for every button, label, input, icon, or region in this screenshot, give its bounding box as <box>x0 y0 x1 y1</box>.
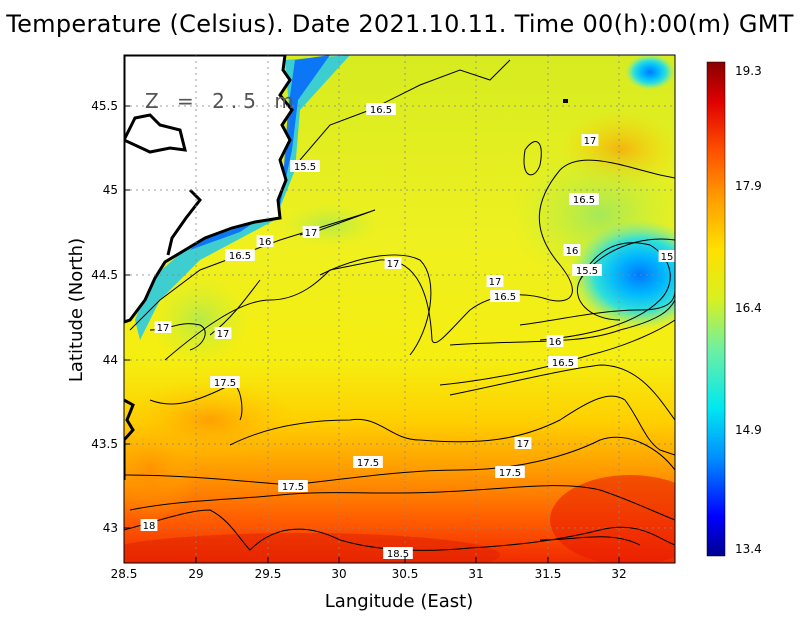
figure-title: Temperature (Celsius). Date 2021.10.11. … <box>6 10 794 38</box>
contour-label-bg <box>366 103 396 115</box>
contour-label: 16.5 <box>552 358 574 369</box>
colorbar-tick-label: 16.4 <box>735 301 762 315</box>
contour-label-bg <box>486 275 504 287</box>
contour-label: 17.5 <box>499 468 521 479</box>
contour-label: 15.5 <box>294 162 316 173</box>
contour-label-bg <box>383 547 413 559</box>
x-tick-label: 30.5 <box>392 567 419 581</box>
colorbar-tick-label: 14.9 <box>735 423 762 437</box>
contour-label: 18.5 <box>387 549 409 560</box>
contour-label-bg <box>569 193 599 205</box>
contour-label-bg <box>210 376 240 388</box>
y-tick-label: 45.5 <box>91 99 118 113</box>
contour-label-bg <box>353 456 383 468</box>
contour-label-bg <box>290 160 320 172</box>
colorbar <box>706 61 726 557</box>
contour-label-bg <box>495 466 525 478</box>
contour-label-bg <box>563 244 581 256</box>
x-tick-label: 29 <box>188 567 203 581</box>
contour-label-bg <box>302 226 320 238</box>
y-tick-label: 44 <box>103 353 118 367</box>
x-tick-marks <box>195 557 620 563</box>
temperature-field <box>124 55 675 563</box>
x-axis-label: Langitude (East) <box>325 591 473 612</box>
colorbar-tick-label: 17.9 <box>735 179 762 193</box>
contour-label: 17.5 <box>282 482 304 493</box>
depth-label: Z = 2.5 m <box>145 89 300 113</box>
x-tick-label: 29.5 <box>255 567 282 581</box>
contour-label: 17 <box>305 228 318 239</box>
contour-label: 17 <box>517 439 530 450</box>
contour-label: 16.5 <box>494 292 516 303</box>
contour-label-bg <box>214 327 232 339</box>
contour-label: 17 <box>584 136 597 147</box>
contour-label-bg <box>140 519 158 531</box>
y-axis-label: Latitude (North) <box>66 238 87 382</box>
land-coastline <box>124 55 294 324</box>
x-tick-label: 31 <box>468 567 483 581</box>
contour-label-bg <box>514 437 532 449</box>
contour-label-bg <box>572 264 602 276</box>
contour-labels: 16.5 15.5 17 16 16.5 17 16.5 16 15.5 15 17 16.5 17 17… <box>140 103 676 560</box>
y-axis-ticks: 45.5 45 44.5 44 43.5 43 <box>91 99 118 535</box>
y-tick-label: 43.5 <box>91 437 118 451</box>
grid-lines <box>124 55 675 563</box>
contour-label: 15 <box>661 252 674 263</box>
y-tick-label: 44.5 <box>91 268 118 282</box>
contour-label: 16.5 <box>573 195 595 206</box>
contour-label-bg <box>278 480 308 492</box>
contour-label: 17 <box>217 329 230 340</box>
contour-label: 17.5 <box>214 378 236 389</box>
contour-label-bg <box>581 134 599 146</box>
contour-label: 16.5 <box>229 251 251 262</box>
colorbar-ticks: 19.3 17.9 16.4 14.9 13.4 <box>735 64 762 556</box>
contour-label: 16.5 <box>370 105 392 116</box>
contour-label: 16 <box>566 246 579 257</box>
contour-label-bg <box>548 356 578 368</box>
contour-label: 16 <box>259 237 272 248</box>
contour-label-bg <box>658 250 676 262</box>
y-tick-label: 43 <box>103 521 118 535</box>
x-tick-label: 30 <box>331 567 346 581</box>
colorbar-tick-label: 19.3 <box>735 64 762 78</box>
y-tick-marks <box>124 105 130 529</box>
x-axis-ticks: 28.5 29 29.5 30 30.5 31 31.5 32 <box>111 567 627 581</box>
contour-label: 15.5 <box>576 266 598 277</box>
contour-label-bg <box>490 290 520 302</box>
contour-label: 17 <box>387 259 400 270</box>
y-tick-label: 45 <box>103 183 118 197</box>
contour-label: 16 <box>549 337 562 348</box>
contour-label-bg <box>154 321 172 333</box>
contour-label-bg <box>256 235 274 247</box>
contour-lines <box>124 59 675 551</box>
contour-label: 17.5 <box>357 458 379 469</box>
contour-label-bg <box>225 249 255 261</box>
contour-label-bg <box>546 335 564 347</box>
x-tick-label: 32 <box>611 567 626 581</box>
x-tick-label: 31.5 <box>535 567 562 581</box>
colorbar-tick-label: 13.4 <box>735 542 762 556</box>
contour-label: 18 <box>143 521 156 532</box>
contour-label: 17 <box>157 323 170 334</box>
plot-frame <box>123 54 676 564</box>
contour-label: 17 <box>489 277 502 288</box>
contour-label-bg <box>384 257 402 269</box>
x-tick-label: 28.5 <box>111 567 138 581</box>
